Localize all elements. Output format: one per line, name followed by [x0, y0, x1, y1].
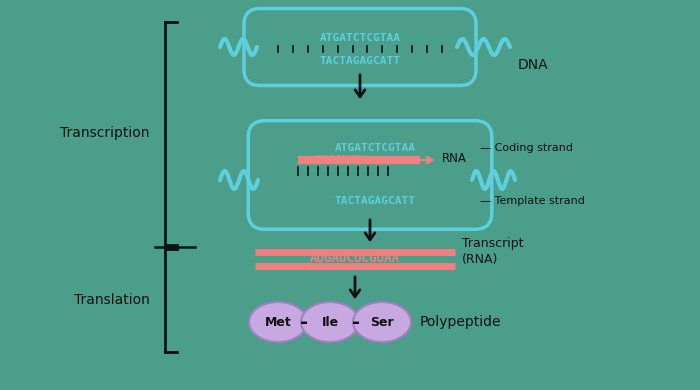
Text: Transcription: Transcription [60, 126, 150, 140]
Text: Polypeptide: Polypeptide [420, 315, 501, 329]
Ellipse shape [249, 302, 307, 342]
Text: Ser: Ser [370, 316, 394, 328]
Text: Met: Met [265, 316, 291, 328]
Text: -: - [352, 312, 360, 332]
Ellipse shape [301, 302, 359, 342]
Text: DNA: DNA [518, 58, 549, 72]
Text: ATGATCTCGTAA: ATGATCTCGTAA [335, 143, 416, 153]
Text: — Template strand: — Template strand [480, 196, 585, 206]
Text: RNA: RNA [442, 151, 467, 165]
Text: ATGATCTCGTAA: ATGATCTCGTAA [319, 33, 400, 43]
Text: Ile: Ile [321, 316, 339, 328]
Text: — Coding strand: — Coding strand [480, 143, 573, 153]
Text: AUGAUCUCGUAA: AUGAUCUCGUAA [310, 252, 400, 266]
Text: AUGAUCU: AUGAUCU [315, 154, 365, 167]
Text: TACTAGAGCATT: TACTAGAGCATT [319, 56, 400, 66]
Text: -: - [300, 312, 308, 332]
Text: TACTAGAGCATT: TACTAGAGCATT [335, 196, 416, 206]
Text: Transcript
(RNA): Transcript (RNA) [462, 238, 524, 266]
Text: Translation: Translation [74, 294, 150, 307]
Ellipse shape [353, 302, 411, 342]
